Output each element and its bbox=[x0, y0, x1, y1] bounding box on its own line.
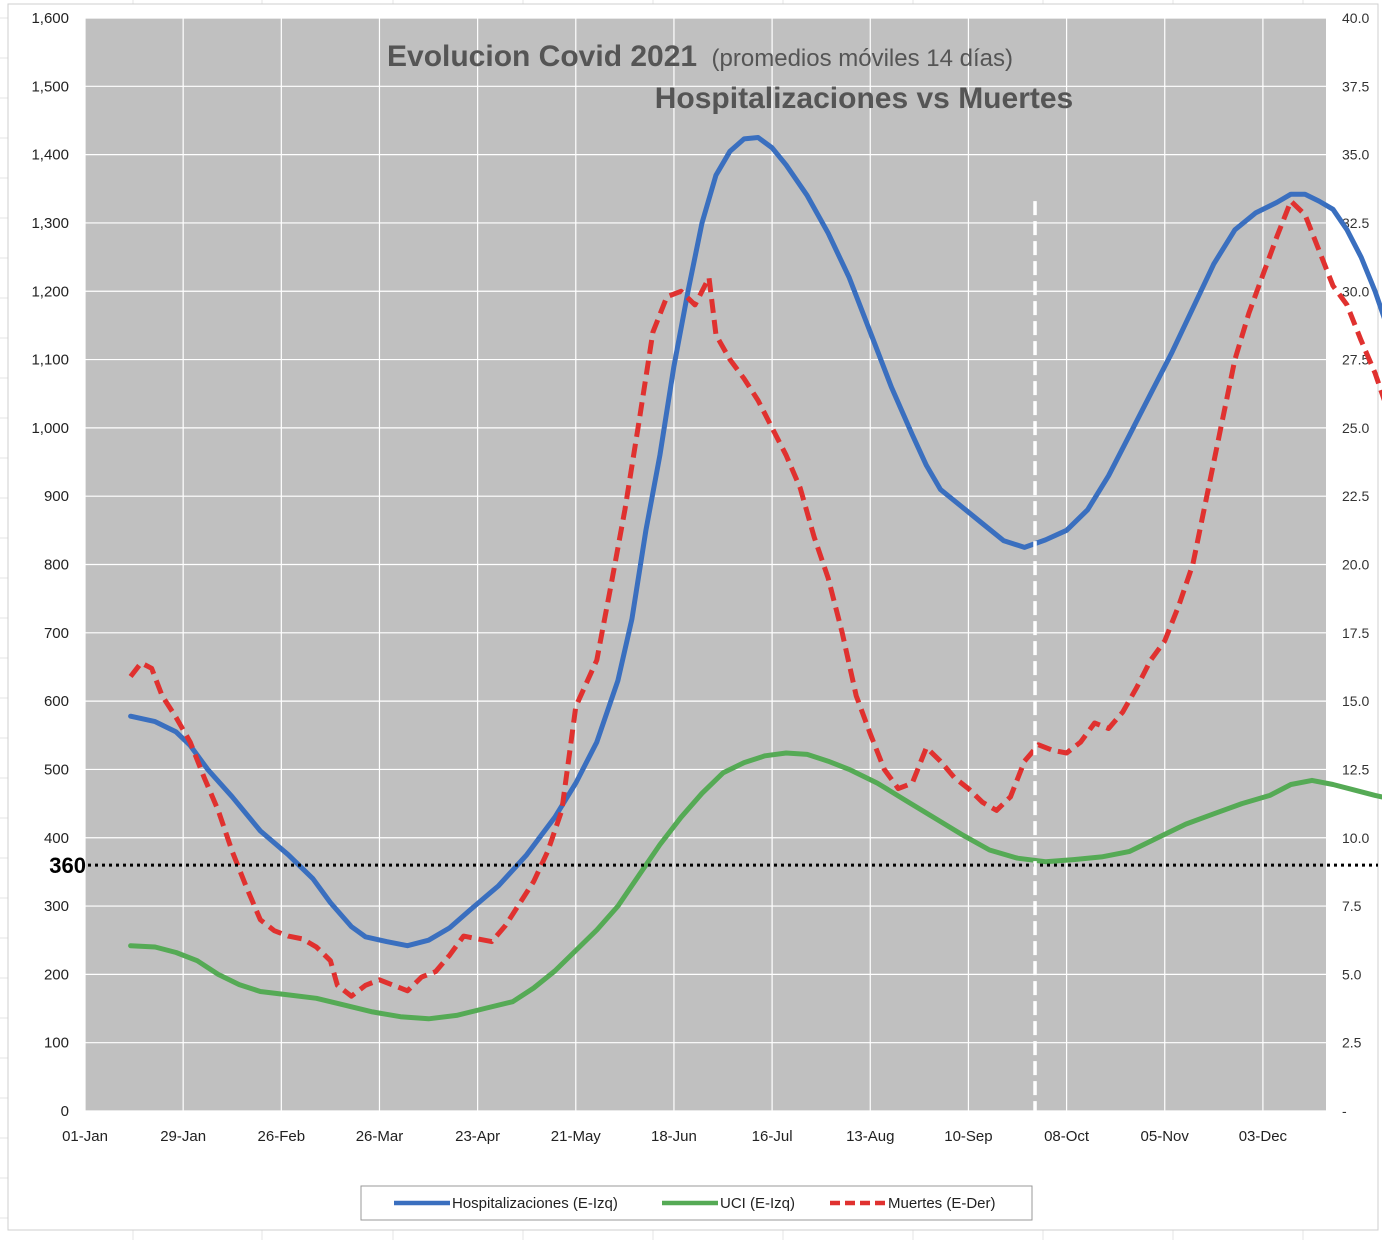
y-left-tick-label: 100 bbox=[44, 1035, 69, 1052]
y-right-tick-label: 20.0 bbox=[1342, 557, 1369, 573]
x-tick-label: 10-Sep bbox=[944, 1128, 992, 1145]
y-right-tick-label: 40.0 bbox=[1342, 10, 1369, 26]
y-right-tick-label: 30.0 bbox=[1342, 283, 1369, 299]
y-left-tick-label: 0 bbox=[61, 1103, 69, 1120]
series-line-hospitalizaciones bbox=[128, 135, 1382, 949]
series-line-muertes bbox=[128, 198, 1382, 999]
title-main: Evolucion Covid 2021 bbox=[387, 40, 697, 73]
y-right-tick-label: 5.0 bbox=[1342, 966, 1362, 982]
reference-line-label: 360 bbox=[49, 853, 86, 878]
y-left-tick-label: 300 bbox=[44, 898, 69, 915]
legend-label: Muertes (E-Der) bbox=[888, 1195, 996, 1212]
y-left-tick-label: 1,100 bbox=[31, 352, 69, 369]
x-tick-label: 16-Jul bbox=[752, 1128, 793, 1145]
chart-title: Evolucion Covid 2021 (promedios móviles … bbox=[387, 40, 1073, 115]
title-note: (promedios móviles 14 días) bbox=[712, 45, 1013, 72]
gridlines bbox=[84, 17, 1326, 1112]
y-left-tick-label: 1,000 bbox=[31, 420, 69, 437]
x-tick-label: 03-Dec bbox=[1239, 1128, 1288, 1145]
y-right-tick-label: 12.5 bbox=[1342, 761, 1369, 777]
y-axis-left: 0 100 200 300 400 500 600 700 800 900 1,000 1,100 1,… bbox=[31, 10, 69, 1120]
y-right-tick-label: 32.5 bbox=[1342, 215, 1369, 231]
x-tick-label: 21-May bbox=[551, 1128, 602, 1145]
y-right-tick-label: 27.5 bbox=[1342, 352, 1369, 368]
y-left-tick-label: 1,200 bbox=[31, 283, 69, 300]
y-left-tick-label: 200 bbox=[44, 966, 69, 983]
x-tick-label: 23-Apr bbox=[455, 1128, 500, 1145]
y-left-tick-label: 600 bbox=[44, 693, 69, 710]
legend-label: Hospitalizaciones (E-Izq) bbox=[452, 1195, 618, 1212]
y-left-tick-label: 500 bbox=[44, 761, 69, 778]
y-right-tick-label: 35.0 bbox=[1342, 147, 1369, 163]
series-line-uci bbox=[128, 750, 1382, 1022]
y-left-tick-label: 800 bbox=[44, 557, 69, 574]
x-tick-label: 18-Jun bbox=[651, 1128, 697, 1145]
legend: Hospitalizaciones (E-Izq) UCI (E-Izq) Muer… bbox=[360, 1185, 1033, 1221]
y-right-tick-label: 22.5 bbox=[1342, 488, 1369, 504]
x-tick-label: 26-Mar bbox=[356, 1128, 404, 1145]
y-right-tick-label: 10.0 bbox=[1342, 830, 1369, 846]
y-left-tick-label: 1,300 bbox=[31, 215, 69, 232]
y-right-tick-label: 15.0 bbox=[1342, 693, 1369, 709]
y-right-tick-label: 7.5 bbox=[1342, 898, 1362, 914]
y-right-tick-label: 25.0 bbox=[1342, 420, 1369, 436]
y-left-tick-label: 1,500 bbox=[31, 78, 69, 95]
x-tick-label: 13-Aug bbox=[846, 1128, 894, 1145]
svg-text:Evolucion Covid 2021 (pr: Evolucion Covid 2021 (promedios móviles … bbox=[387, 40, 1013, 73]
y-right-tick-label: 17.5 bbox=[1342, 625, 1369, 641]
x-tick-label: 26-Feb bbox=[258, 1128, 306, 1145]
chart-subtitle: Hospitalizaciones vs Muertes bbox=[655, 82, 1073, 115]
y-left-tick-label: 400 bbox=[44, 830, 69, 847]
x-tick-label: 08-Oct bbox=[1044, 1128, 1090, 1145]
y-right-tick-label: - bbox=[1342, 1103, 1347, 1119]
legend-label: UCI (E-Izq) bbox=[720, 1195, 795, 1212]
x-tick-label: 29-Jan bbox=[160, 1128, 206, 1145]
y-right-tick-label: 2.5 bbox=[1342, 1035, 1362, 1051]
reference-line: 360 bbox=[49, 201, 1378, 1111]
x-tick-label: 05-Nov bbox=[1141, 1128, 1190, 1145]
series-lines bbox=[128, 135, 1382, 1022]
x-tick-label: 01-Jan bbox=[62, 1128, 108, 1145]
y-left-tick-label: 1,400 bbox=[31, 147, 69, 164]
y-left-tick-label: 700 bbox=[44, 625, 69, 642]
x-axis: 01-Jan 29-Jan 26-Feb 26-Mar 23-Apr 21-May 18-J… bbox=[62, 1128, 1288, 1145]
y-right-tick-label: 37.5 bbox=[1342, 78, 1369, 94]
y-axis-right: - 2.5 5.0 7.5 10.0 12.5 15.0 17.5 20.0 22.5 25.0 27… bbox=[1342, 10, 1369, 1119]
y-left-tick-label: 900 bbox=[44, 488, 69, 505]
y-left-tick-label: 1,600 bbox=[31, 10, 69, 27]
